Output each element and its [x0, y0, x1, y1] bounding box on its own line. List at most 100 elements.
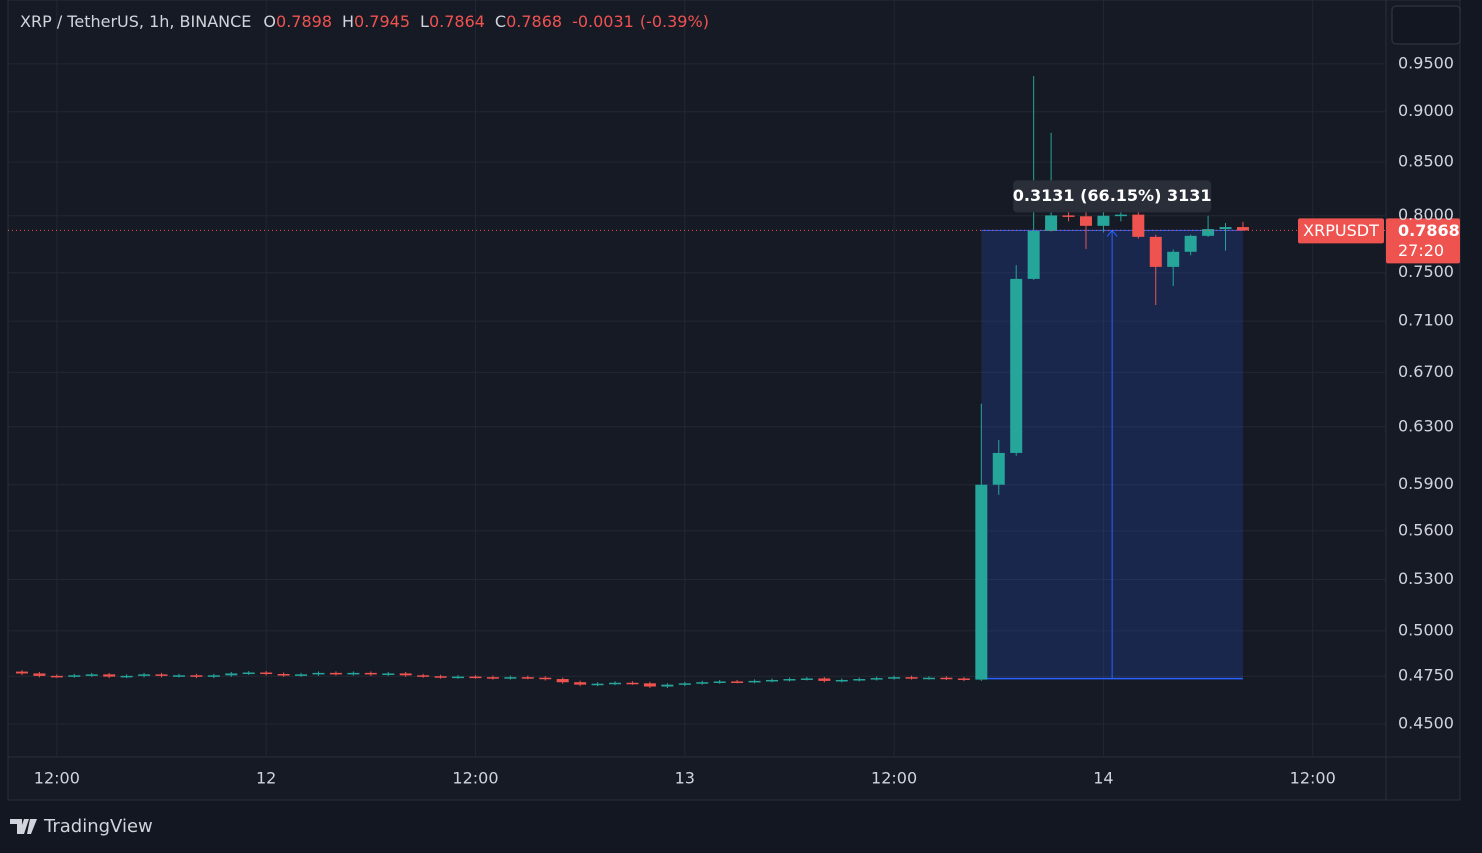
x-tick-label: 12:00 [1290, 769, 1336, 788]
candle-body [521, 677, 534, 679]
candle-body [50, 675, 63, 678]
candle-body [33, 673, 46, 676]
candle-body [155, 674, 168, 676]
candle-body [469, 676, 482, 679]
candle-body [1132, 214, 1145, 237]
candle-body [1114, 214, 1127, 217]
candle-body [853, 679, 866, 681]
candle-body [661, 684, 674, 687]
measure-label-box [1013, 180, 1212, 213]
chart-panel [7, 0, 1461, 801]
candle-body [1045, 215, 1058, 231]
legend: XRP / TetherUS, 1h, BINANCE O0.7898 H0.794… [20, 12, 709, 31]
candle-body [1219, 227, 1232, 230]
candle-body [260, 672, 273, 675]
price-tag-countdown: 27:20 [1398, 241, 1444, 260]
candle-body [556, 679, 569, 683]
candle-body [1236, 227, 1249, 231]
candle-body [678, 683, 691, 685]
close-label: C [495, 12, 506, 31]
candle-body [1184, 235, 1197, 252]
candle-body [539, 677, 552, 680]
measure-label: 0.3131 (66.15%) 3131 [1013, 186, 1212, 205]
candle-body [940, 677, 953, 680]
candle-body [905, 677, 918, 679]
candle-body [766, 679, 779, 682]
candle-body [800, 678, 813, 680]
x-tick-label: 12:00 [452, 769, 498, 788]
low-value: 0.7864 [429, 12, 485, 31]
y-tick-label: 0.8000 [1398, 205, 1454, 224]
logo: TradingView [10, 816, 153, 837]
y-tick-label: 0.9000 [1398, 101, 1454, 120]
high-label: H [342, 12, 354, 31]
candle-body [1097, 215, 1110, 226]
y-tick-label: 0.5600 [1398, 520, 1454, 539]
y-tick-label: 0.7500 [1398, 262, 1454, 281]
candle-body [347, 672, 360, 675]
candle-body [277, 674, 290, 676]
candle-body [626, 682, 639, 685]
y-tick-label: 0.6300 [1398, 416, 1454, 435]
symbol-tag: XRPUSDT [1303, 221, 1379, 240]
open-value: 0.7898 [276, 12, 332, 31]
candle-body [1149, 236, 1162, 267]
candle-body [835, 679, 848, 682]
candle-body [68, 675, 81, 677]
candle-body [329, 672, 342, 675]
candle-body [382, 673, 395, 675]
y-tick-label: 0.4750 [1398, 666, 1454, 685]
x-tick-label: 12:00 [871, 769, 917, 788]
y-tick-label: 0.4500 [1398, 714, 1454, 733]
y-tick-label: 0.8500 [1398, 152, 1454, 171]
candle-body [992, 452, 1005, 485]
symbol-tag-box [1298, 218, 1384, 244]
candle-body [434, 676, 447, 678]
measure-tool [981, 229, 1243, 680]
candle-body [225, 673, 238, 676]
price-tag-value: 0.7868 [1398, 221, 1460, 240]
candle-body [1079, 216, 1092, 226]
candle-body [957, 678, 970, 680]
candle-body [312, 672, 325, 675]
candle-body [242, 672, 255, 675]
y-tick-label: 0.5000 [1398, 620, 1454, 639]
logo-icon [10, 819, 37, 834]
high-value: 0.7945 [354, 12, 410, 31]
change: -0.0031 [572, 12, 634, 31]
candle-body [1202, 229, 1215, 236]
y-tick-label: 0.7100 [1398, 311, 1454, 330]
candle-body [295, 674, 308, 676]
symbol: XRP / TetherUS, 1h, BINANCE [20, 12, 251, 31]
change-pct: (-0.39%) [640, 12, 709, 31]
candle-body [190, 675, 203, 677]
candle-body [1010, 278, 1023, 453]
candle-body [713, 681, 726, 683]
candle-body [399, 673, 412, 676]
candle-body [207, 675, 220, 677]
candle-body [748, 680, 761, 683]
y-tick-label: 0.9500 [1398, 53, 1454, 72]
candle-body [643, 683, 656, 687]
candle-body [870, 678, 883, 680]
candle-body [85, 674, 98, 676]
low-label: L [420, 12, 429, 31]
candle-body [574, 682, 587, 685]
x-tick-label: 12 [256, 769, 276, 788]
settings-button[interactable] [1391, 5, 1461, 45]
candle-body [696, 682, 709, 684]
candle-body [1027, 230, 1040, 279]
candle-body [591, 683, 604, 686]
candle-body [452, 676, 465, 679]
candle-body [975, 484, 988, 680]
y-tick-label: 0.5300 [1398, 569, 1454, 588]
candle-body [1062, 215, 1075, 217]
candle-body [138, 674, 151, 676]
x-tick-label: 14 [1093, 769, 1113, 788]
candle-body [172, 675, 185, 677]
open-label: O [263, 12, 276, 31]
y-tick-label: 0.6700 [1398, 362, 1454, 381]
price-tag-box [1386, 218, 1460, 264]
